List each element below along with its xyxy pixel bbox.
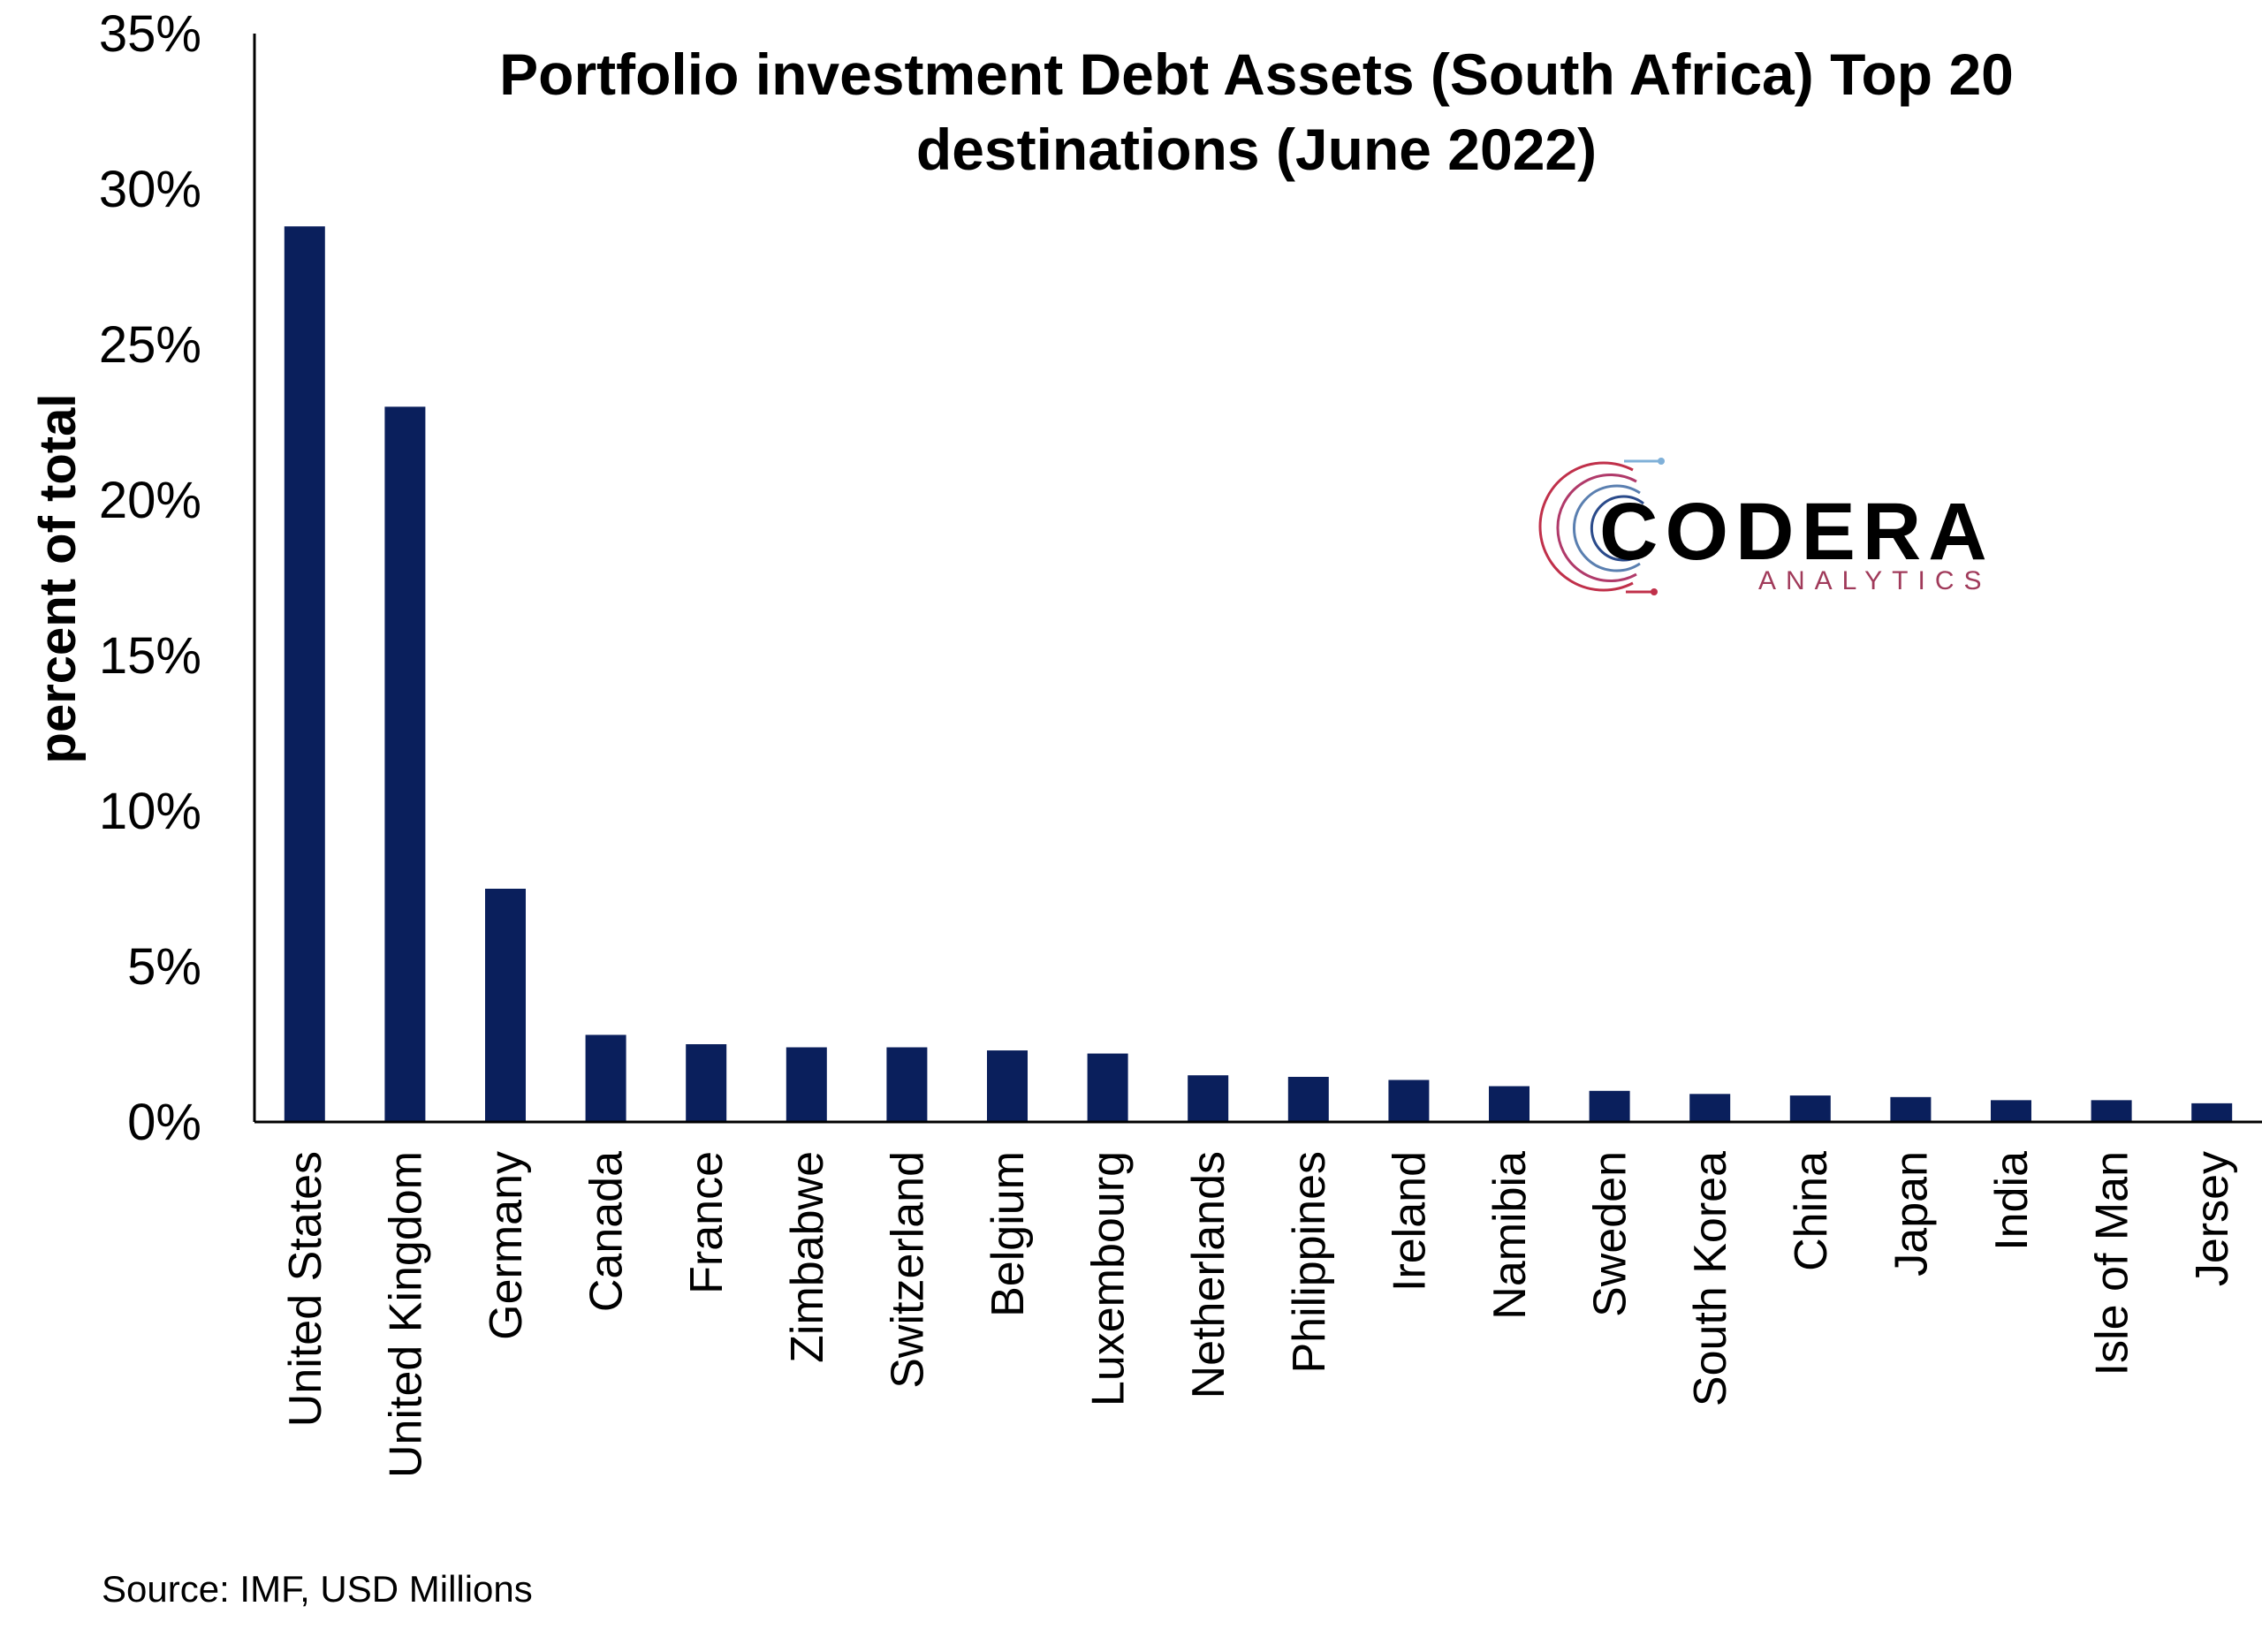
x-axis-labels: United States United Kingdom Germany Canada… — [280, 1151, 2238, 1478]
bar-germany — [485, 889, 526, 1122]
y-tick-label: 10% — [99, 783, 201, 840]
y-tick-label: 0% — [127, 1094, 201, 1151]
bar-india — [1991, 1100, 2031, 1122]
bar-ireland — [1388, 1080, 1430, 1122]
x-tick-label: Philippines — [1284, 1151, 1335, 1374]
bar-south-korea — [1689, 1094, 1731, 1122]
y-tick-label: 25% — [99, 316, 201, 374]
y-axis-label: percent of total — [29, 394, 87, 764]
bar-united-states — [284, 226, 325, 1122]
bar-luxembourg — [1087, 1053, 1128, 1122]
y-tick-label: 5% — [127, 938, 201, 996]
x-tick-label: Sweden — [1585, 1151, 1636, 1317]
bar-sweden — [1589, 1090, 1630, 1122]
y-tick-label: 15% — [99, 627, 201, 685]
codera-swirl-icon — [1538, 458, 1665, 595]
bar-united-kingdom — [384, 406, 426, 1122]
chart-title-line-1: Portfolio investment Debt Assets (South … — [499, 42, 2014, 107]
chart-title-line-2: destinations (June 2022) — [916, 117, 1597, 182]
x-tick-label: Ireland — [1384, 1151, 1435, 1292]
x-tick-label: Japan — [1886, 1151, 1937, 1277]
y-axis-ticks: 0% 5% 10% 15% 20% 25% 30% 35% — [99, 5, 201, 1151]
source-note: Source: IMF, USD Millions — [102, 1568, 533, 1610]
bar-belgium — [987, 1050, 1028, 1122]
x-tick-label: France — [681, 1151, 732, 1294]
x-tick-label: Canada — [581, 1151, 633, 1312]
x-tick-label: Jersey — [2187, 1151, 2238, 1286]
bar-switzerland — [886, 1047, 928, 1122]
bars — [284, 226, 2233, 1122]
x-tick-label: China — [1786, 1151, 1837, 1271]
x-tick-label: Switzerland — [882, 1151, 933, 1389]
bar-china — [1789, 1095, 1831, 1122]
chart-title: Portfolio investment Debt Assets (South … — [499, 42, 2014, 182]
x-tick-label: Luxembourg — [1083, 1151, 1135, 1406]
x-tick-label: United Kingdom — [380, 1151, 431, 1478]
bar-isle-of-man — [2091, 1100, 2132, 1122]
x-tick-label: United States — [280, 1151, 331, 1427]
x-tick-label: Netherlands — [1183, 1151, 1234, 1398]
x-tick-label: Zimbabwe — [782, 1151, 833, 1363]
x-tick-label: Isle of Man — [2087, 1151, 2138, 1375]
bar-netherlands — [1188, 1075, 1229, 1122]
y-tick-label: 20% — [99, 472, 201, 529]
x-tick-label: Germany — [481, 1151, 532, 1340]
logo-main-text: CODERA — [1599, 487, 1994, 577]
bar-japan — [1890, 1096, 1932, 1122]
x-tick-label: India — [1986, 1151, 2038, 1251]
bar-zimbabwe — [786, 1047, 827, 1122]
bar-jersey — [2191, 1103, 2233, 1122]
x-tick-label: Namibia — [1484, 1151, 1536, 1320]
x-tick-label: Belgium — [983, 1151, 1034, 1317]
bar-canada — [585, 1034, 626, 1122]
x-tick-label: South Korea — [1685, 1151, 1736, 1406]
bar-namibia — [1489, 1086, 1530, 1122]
y-tick-label: 30% — [99, 161, 201, 218]
codera-analytics-logo: CODERA ANALYTICS — [1538, 458, 1994, 595]
logo-sub-text: ANALYTICS — [1758, 566, 1992, 595]
bar-france — [686, 1044, 727, 1122]
y-tick-label: 35% — [99, 5, 201, 63]
bar-philippines — [1287, 1076, 1329, 1122]
